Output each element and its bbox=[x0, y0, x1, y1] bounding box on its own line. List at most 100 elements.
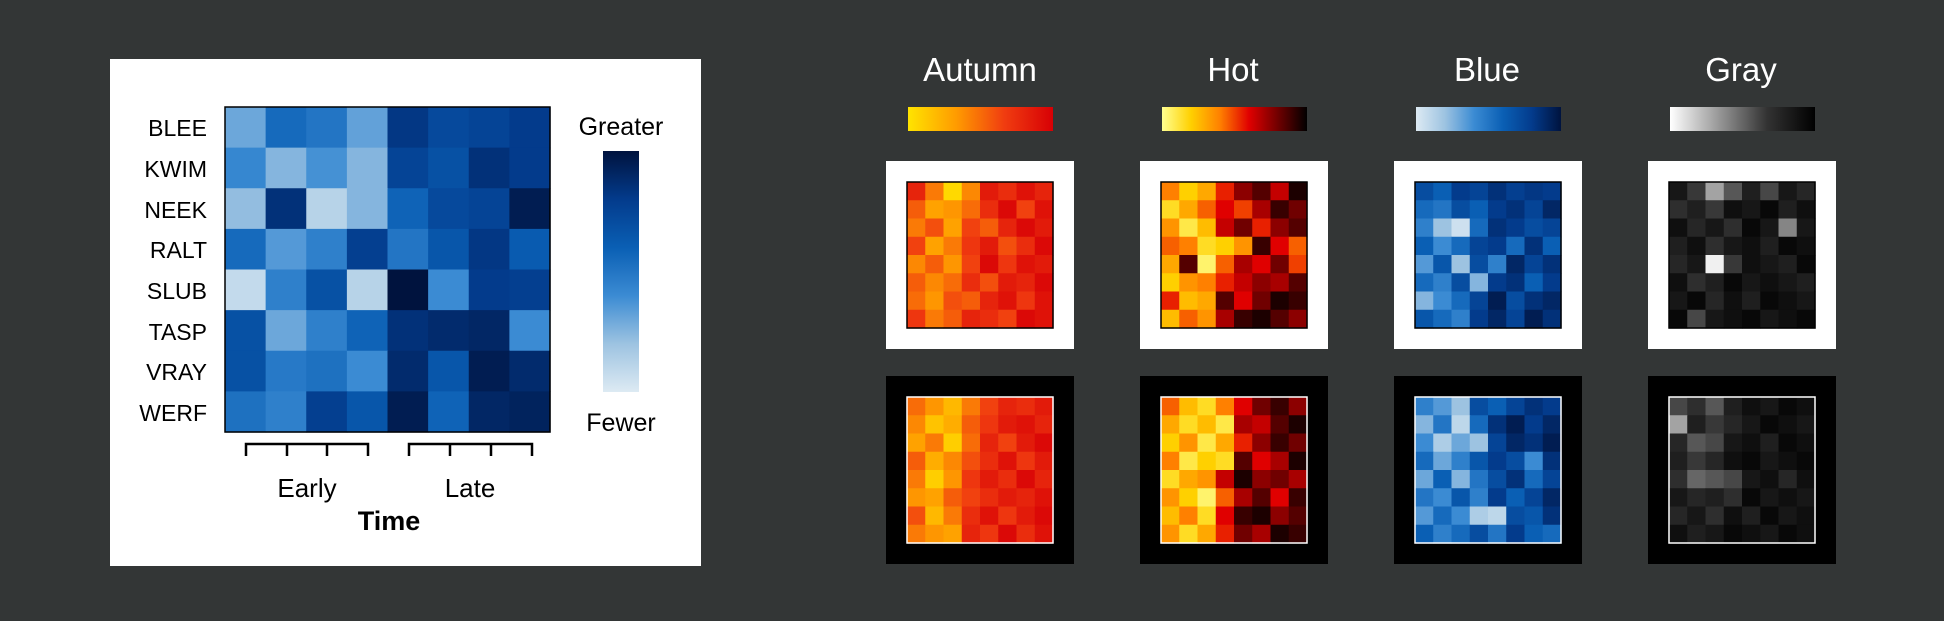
heatmap-cell bbox=[925, 506, 945, 526]
heatmap-cell bbox=[1723, 291, 1743, 311]
heatmap-cell bbox=[998, 470, 1018, 489]
heatmap-cell bbox=[1742, 524, 1761, 544]
heatmap-cell bbox=[509, 188, 551, 230]
heatmap-cell bbox=[1016, 470, 1036, 489]
heatmap-cell bbox=[1179, 433, 1199, 453]
heatmap-cell bbox=[1687, 433, 1707, 453]
heatmap-cell bbox=[1760, 273, 1780, 293]
heatmap-cell bbox=[468, 188, 510, 230]
heatmap-cell bbox=[1215, 218, 1235, 238]
heatmap-cell bbox=[1252, 255, 1272, 274]
heatmap-cell bbox=[428, 228, 470, 271]
heatmap-cell bbox=[509, 107, 551, 149]
row-label: BLEE bbox=[148, 115, 207, 141]
heatmap-cell bbox=[1542, 291, 1562, 311]
heatmap-cell bbox=[1234, 488, 1253, 508]
heatmap-cell bbox=[1179, 273, 1199, 293]
heatmap-cell bbox=[1669, 273, 1688, 293]
heatmap-cell bbox=[1506, 273, 1526, 293]
heatmap-cell bbox=[1034, 291, 1054, 311]
heatmap-cell bbox=[980, 182, 999, 201]
heatmap-cell bbox=[1524, 524, 1544, 544]
heatmap-cell bbox=[1687, 506, 1707, 526]
heatmap-cell bbox=[1252, 506, 1272, 526]
heatmap-cell bbox=[1415, 470, 1434, 489]
heatmap-cell bbox=[1742, 451, 1761, 471]
heatmap-cell bbox=[1742, 470, 1761, 489]
bracket-late bbox=[407, 442, 534, 456]
heatmap-cell bbox=[1234, 255, 1253, 274]
heatmap-cell bbox=[1760, 309, 1780, 329]
heatmap-cell bbox=[961, 218, 981, 238]
heatmap-cell bbox=[1760, 506, 1780, 526]
heatmap-cell bbox=[428, 147, 470, 189]
heatmap-cell bbox=[1488, 255, 1507, 274]
heatmap-cell bbox=[1288, 309, 1308, 329]
heatmap-cell bbox=[943, 255, 963, 274]
heatmap-cell bbox=[1469, 524, 1489, 544]
heatmap-cell bbox=[387, 350, 429, 392]
heatmap-cell bbox=[998, 451, 1018, 471]
heatmap-cell bbox=[1252, 182, 1272, 201]
heatmap-cell bbox=[1760, 200, 1780, 220]
heatmap-cell bbox=[1179, 488, 1199, 508]
heatmap-cell bbox=[980, 309, 999, 329]
heatmap-cell bbox=[1506, 200, 1526, 220]
heatmap-cell bbox=[907, 397, 926, 416]
heatmap-cell bbox=[1687, 470, 1707, 489]
heatmap-cell bbox=[1215, 291, 1235, 311]
heatmap-cell bbox=[387, 310, 429, 352]
heatmap-cell bbox=[943, 200, 963, 220]
heatmap-cell bbox=[1469, 415, 1489, 435]
heatmap-cell bbox=[1016, 433, 1036, 453]
heatmap-cell bbox=[1179, 524, 1199, 544]
heatmap-cell bbox=[265, 350, 307, 392]
heatmap-cell bbox=[1415, 273, 1434, 293]
heatmap-cell bbox=[1469, 470, 1489, 489]
heatmap-cell bbox=[265, 269, 307, 311]
heatmap-cell bbox=[1469, 236, 1489, 256]
heatmap-cell bbox=[1288, 255, 1308, 274]
heatmap-cell bbox=[1796, 200, 1816, 220]
heatmap-cell bbox=[925, 182, 945, 201]
heatmap-cell bbox=[961, 200, 981, 220]
heatmap-cell bbox=[1016, 524, 1036, 544]
heatmap-cell bbox=[943, 470, 963, 489]
heatmap-cell bbox=[1506, 397, 1526, 416]
heatmap-cell bbox=[943, 182, 963, 201]
heatmap-cell bbox=[1469, 506, 1489, 526]
heatmap-cell bbox=[1252, 200, 1272, 220]
heatmap-cell bbox=[1760, 182, 1780, 201]
heatmap-cell bbox=[1161, 451, 1180, 471]
heatmap-cell bbox=[1488, 273, 1507, 293]
heatmap-cell bbox=[1742, 433, 1761, 453]
heatmap-cell bbox=[1197, 255, 1217, 274]
heatmap-cell bbox=[1796, 524, 1816, 544]
heatmap-cell bbox=[1524, 415, 1544, 435]
heatmap-cell bbox=[925, 255, 945, 274]
heatmap-cell bbox=[1796, 415, 1816, 435]
heatmap-cell bbox=[1723, 218, 1743, 238]
heatmap-cell bbox=[225, 310, 267, 352]
heatmap-cell bbox=[998, 433, 1018, 453]
heatmap-cell bbox=[1016, 488, 1036, 508]
heatmap-cell bbox=[1179, 291, 1199, 311]
heatmap-cell bbox=[1451, 415, 1471, 435]
heatmap-cell bbox=[1469, 200, 1489, 220]
heatmap-cell bbox=[1469, 488, 1489, 508]
row-label: SLUB bbox=[147, 278, 207, 304]
heatmap-cell bbox=[509, 228, 551, 271]
heatmap-cell bbox=[1288, 433, 1308, 453]
heatmap-cell bbox=[1433, 309, 1453, 329]
heatmap-cell bbox=[1488, 309, 1507, 329]
heatmap-cell bbox=[1270, 309, 1290, 329]
heatmap-cell bbox=[1506, 524, 1526, 544]
heatmap-cell bbox=[1034, 415, 1054, 435]
heatmap-cell bbox=[306, 188, 348, 230]
heatmap-cell bbox=[998, 524, 1018, 544]
heatmap-cell bbox=[1488, 236, 1507, 256]
heatmap-cell bbox=[225, 269, 267, 311]
heatmap-cell bbox=[1742, 218, 1761, 238]
heatmap-cell bbox=[225, 188, 267, 230]
heatmap-cell bbox=[1179, 451, 1199, 471]
